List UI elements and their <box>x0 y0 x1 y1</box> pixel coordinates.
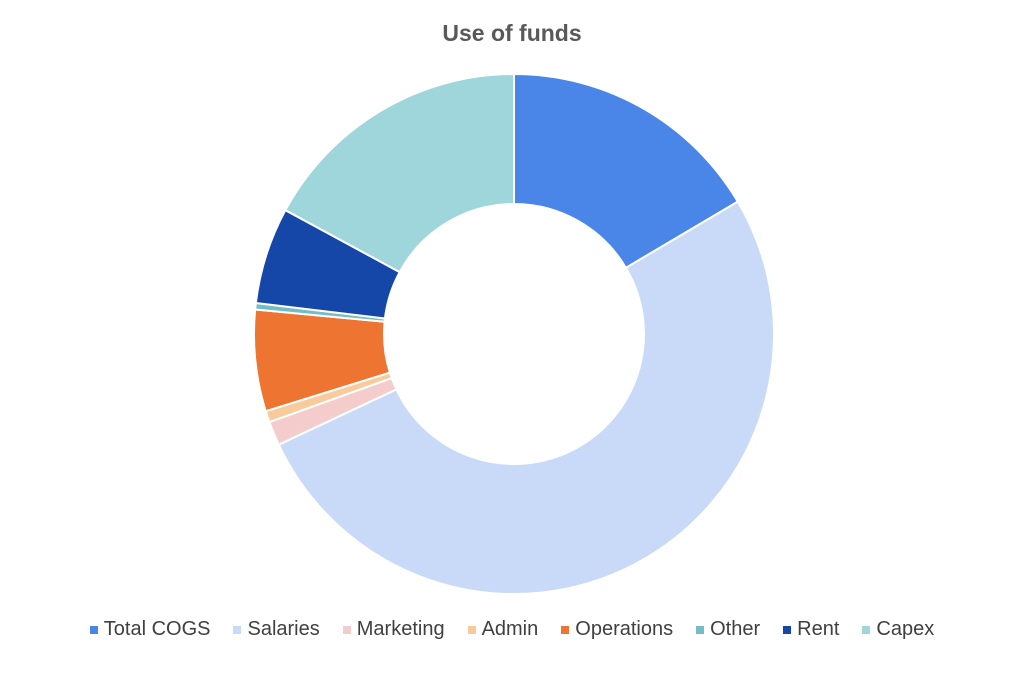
slice-salaries <box>277 200 775 595</box>
legend-swatch <box>783 625 792 634</box>
legend-item-salaries: Salaries <box>233 618 320 641</box>
legend-label: Marketing <box>356 618 445 640</box>
legend-label: Capex <box>876 618 935 640</box>
slice-capex <box>284 72 515 274</box>
legend-item-total-cogs: Total COGS <box>89 618 211 641</box>
legend-item-capex: Capex <box>862 618 934 641</box>
legend-swatch <box>862 625 871 634</box>
legend-label: Admin <box>481 618 539 640</box>
legend-label: Operations <box>575 618 674 640</box>
legend-label: Salaries <box>247 618 320 640</box>
chart-legend: Total COGS Salaries Marketing Admin Operatio… <box>0 618 1024 641</box>
legend-label: Total COGS <box>103 618 211 640</box>
legend-label: Rent <box>797 618 840 640</box>
legend-swatch <box>89 625 98 634</box>
legend-item-marketing: Marketing <box>342 618 445 641</box>
legend-swatch <box>561 625 570 634</box>
legend-label: Other <box>710 618 761 640</box>
chart-title: Use of funds <box>442 20 582 46</box>
legend-swatch <box>233 625 242 634</box>
legend-item-rent: Rent <box>783 618 839 641</box>
legend-swatch <box>696 625 705 634</box>
legend-swatch <box>342 625 351 634</box>
legend-item-admin: Admin <box>467 618 539 641</box>
legend-item-other: Other <box>696 618 760 641</box>
legend-item-operations: Operations <box>561 618 673 641</box>
donut-chart <box>253 72 775 595</box>
legend-swatch <box>467 625 476 634</box>
slice-total-cogs <box>513 72 740 270</box>
